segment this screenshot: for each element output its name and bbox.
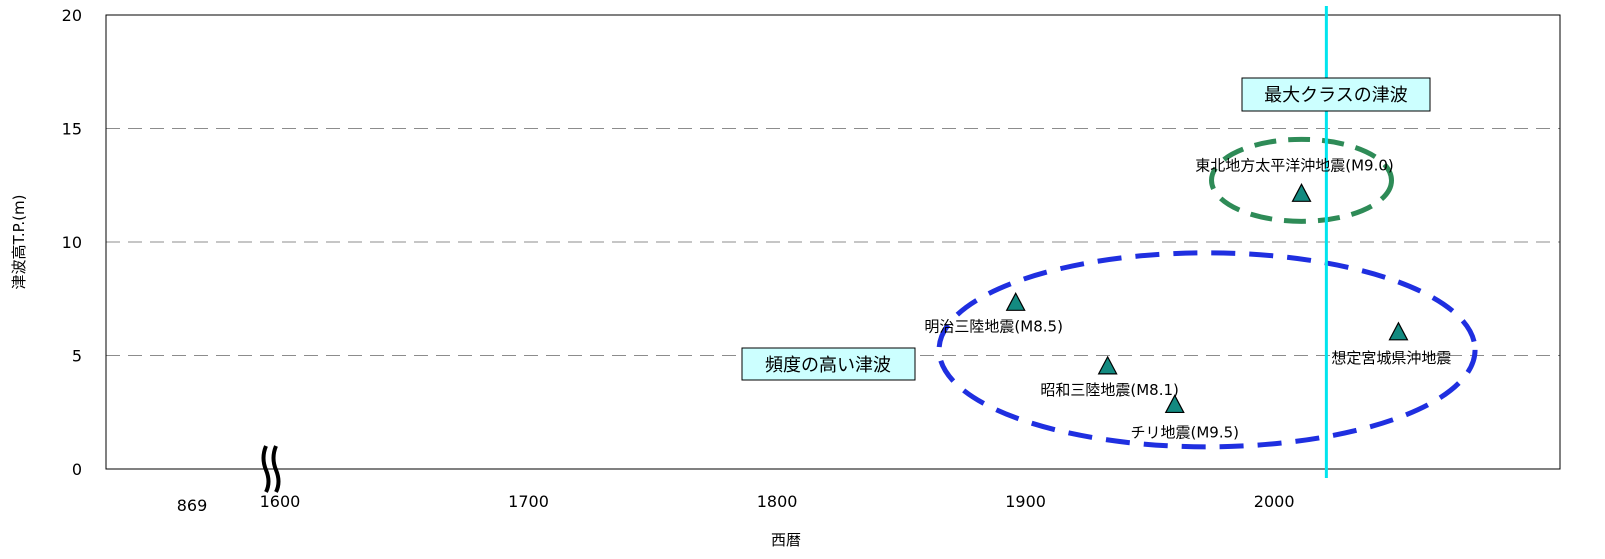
callout-max-class-tsunami-text: 最大クラスの津波 (1264, 85, 1408, 106)
x-tick-label: 2000 (1254, 492, 1295, 511)
data-point-label: チリ地震(M9.5) (1130, 423, 1239, 441)
callout-max-class-tsunami: 最大クラスの津波 (1241, 77, 1431, 112)
group-ellipses (936, 136, 1478, 450)
x-tick-labels: 1600 1700 1800 1900 2000 (260, 492, 1295, 511)
y-tick-label: 10 (62, 233, 82, 252)
x-tick-label: 1600 (260, 492, 301, 511)
ellipse-frequent-tsunami (936, 250, 1478, 450)
axis-break-icon (261, 445, 281, 493)
y-tick-labels: 0 5 10 15 20 (62, 6, 82, 479)
callout-frequent-tsunami-text: 頻度の高い津波 (765, 355, 891, 376)
data-point-marker (1291, 183, 1312, 202)
data-points: 明治三陸地震(M8.5) 昭和三陸地震(M8.1) チリ地震(M9.5) 東北地方太平… (924, 156, 1451, 441)
data-point-label: 昭和三陸地震(M8.1) (1040, 381, 1179, 399)
ellipse-max-class-tsunami (1209, 136, 1395, 224)
data-point-label: 明治三陸地震(M8.5) (924, 317, 1063, 335)
x-tick-label: 1800 (757, 492, 798, 511)
x-tick-label: 1700 (508, 492, 549, 511)
x-tick-label: 1900 (1005, 492, 1046, 511)
data-point-label: 東北地方太平洋沖地震(M9.0) (1195, 156, 1394, 174)
y-tick-label: 5 (72, 347, 82, 366)
x-break-label-869: 869 (177, 496, 208, 515)
y-tick-label: 15 (62, 120, 82, 139)
y-axis-title: 津波高T.P.(m) (10, 195, 28, 290)
data-point-marker (1005, 292, 1026, 311)
data-point-marker (1097, 355, 1118, 375)
callout-frequent-tsunami: 頻度の高い津波 (741, 347, 916, 381)
data-point-marker (1164, 394, 1185, 414)
data-point-label: 想定宮城県沖地震 (1331, 349, 1451, 367)
y-tick-label: 0 (72, 460, 82, 479)
x-axis-title: 西暦 (771, 531, 801, 549)
plot-area-border (105, 14, 1561, 470)
data-point-marker (1388, 321, 1409, 341)
y-tick-label: 20 (62, 6, 82, 25)
